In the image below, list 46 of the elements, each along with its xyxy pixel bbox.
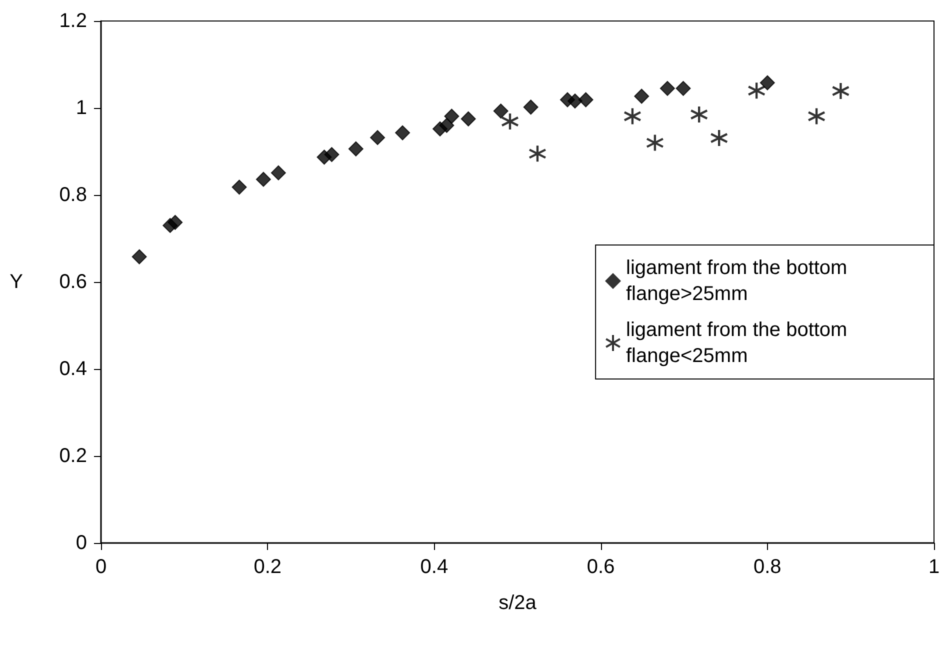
y-tick-label: 1.2 [59, 10, 87, 32]
point [807, 107, 826, 126]
point [232, 180, 247, 195]
point [493, 104, 508, 119]
point [634, 88, 650, 104]
point [132, 249, 147, 264]
point [623, 107, 642, 126]
x-tick-label: 0.4 [420, 556, 448, 578]
point [370, 130, 386, 146]
point [660, 80, 675, 96]
point [567, 94, 582, 109]
point [578, 92, 594, 108]
y-axis-title: Y [10, 271, 23, 293]
y-tick-label: 0.4 [59, 358, 87, 380]
point [444, 108, 460, 124]
x-axis-title: s/2a [498, 592, 538, 614]
point [523, 100, 538, 115]
y-tick-label: 0.6 [59, 271, 87, 293]
point [439, 118, 454, 133]
point [500, 112, 520, 131]
point [832, 82, 850, 100]
point [528, 144, 547, 163]
legend-label: ligament from the bottom flange>25mm [626, 257, 853, 305]
point [395, 125, 410, 140]
x-tick-label: 0.6 [586, 556, 615, 578]
point [324, 147, 340, 162]
y-tick-label: 0.8 [59, 184, 87, 206]
point [460, 111, 476, 126]
point [256, 172, 271, 187]
x-tick-label: 1 [928, 556, 940, 578]
y-tick-label: 0 [76, 532, 87, 554]
point [710, 128, 728, 148]
point [760, 75, 775, 90]
x-tick-label: 0 [95, 556, 107, 578]
point [676, 80, 691, 96]
point [168, 214, 183, 230]
point [646, 134, 664, 152]
point [348, 141, 364, 156]
point [690, 105, 708, 124]
y-tick-label: 0.2 [59, 445, 87, 467]
legend-label: ligament from the bottom flange<25mm [626, 319, 853, 367]
point [270, 165, 286, 180]
x-tick-label: 0.8 [753, 556, 782, 578]
x-tick-label: 0.2 [254, 556, 282, 578]
y-tick-label: 1 [76, 97, 87, 119]
point [747, 82, 766, 100]
